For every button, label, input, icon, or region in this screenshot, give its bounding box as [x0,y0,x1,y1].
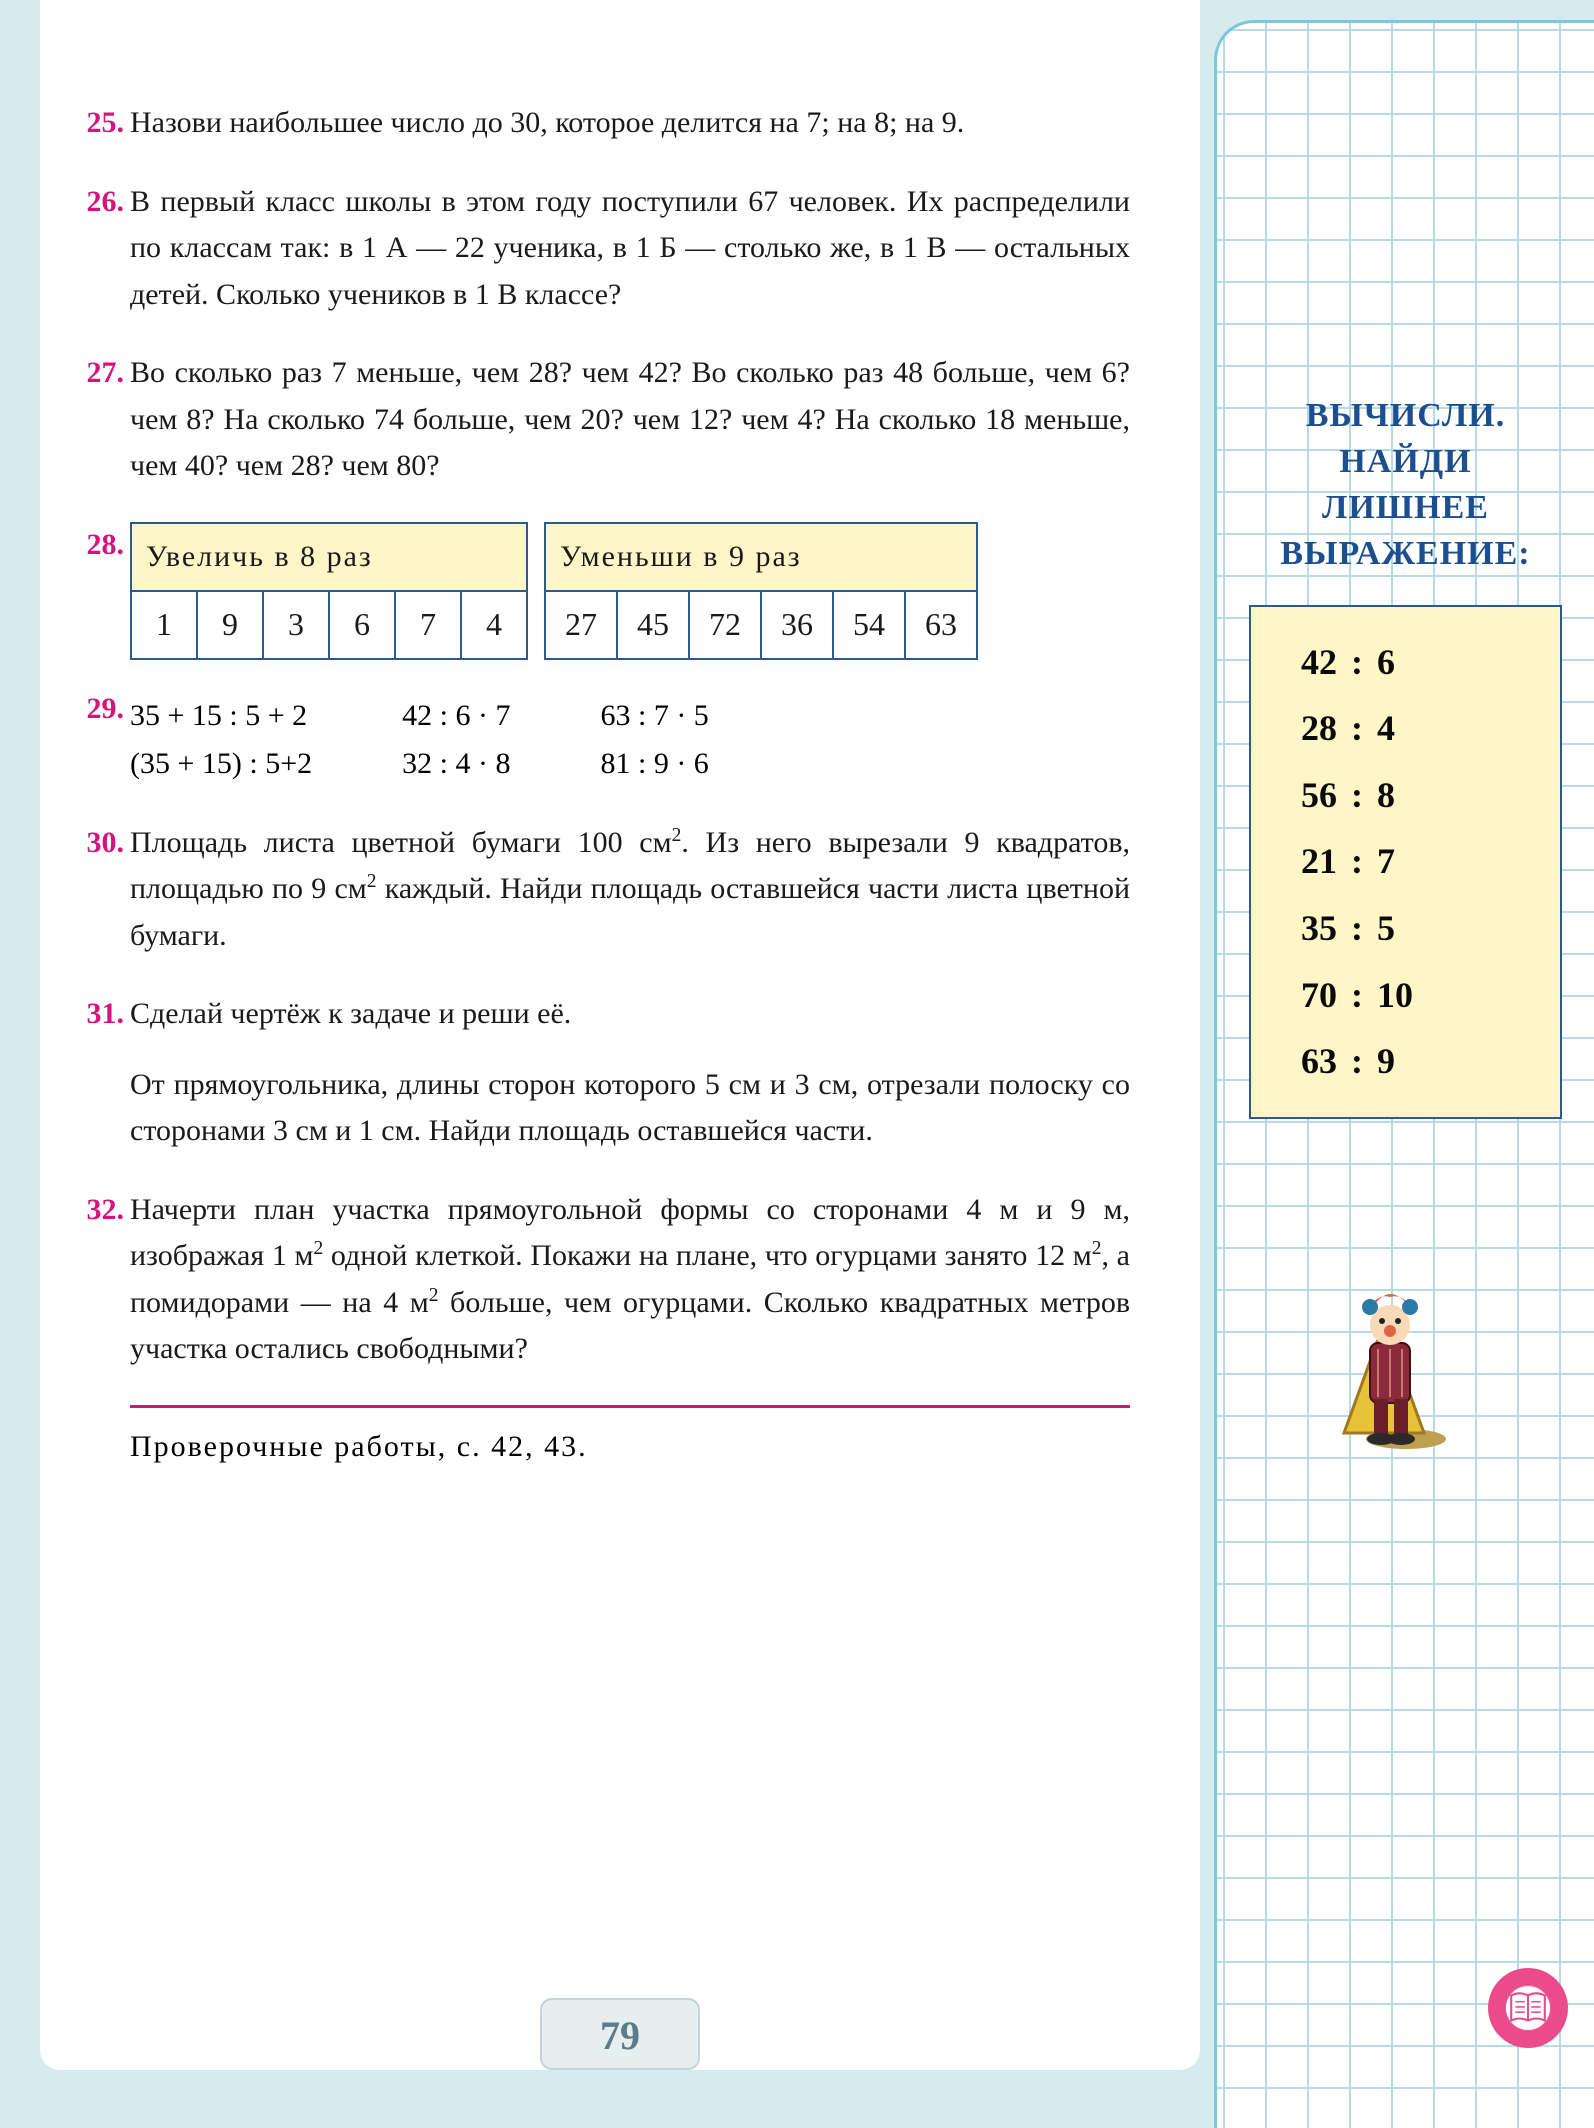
superscript: 2 [672,825,682,846]
text-part: одной клеткой. Покажи на плане, что огур… [323,1239,1092,1272]
expr: 63 : 7 · 5 [600,692,708,740]
calc-col-1: 35 + 15 : 5 + 2 (35 + 15) : 5+2 [130,692,312,788]
colon: : [1351,695,1363,762]
table-cell: 36 [761,591,833,659]
page-content: 25. Назови наибольшее число до 30, котор… [40,0,1200,2070]
table-cell: 9 [197,591,263,659]
problem-26: 26. В первый класс школы в этом году пос… [130,179,1130,319]
calc-col-3: 63 : 7 · 5 81 : 9 · 6 [600,692,708,788]
side-row: 70:10 [1281,962,1530,1029]
colon: : [1351,895,1363,962]
problem-30: 30. Площадь листа цветной бумаги 100 см2… [130,820,1130,960]
sidebar: ВЫЧИСЛИ. НАЙДИ ЛИШНЕЕ ВЫРАЖЕНИЕ: 42:6 28… [1214,20,1594,2128]
title-line: ВЫРАЖЕНИЕ: [1237,531,1574,577]
table-header: Увеличь в 8 раз [131,523,527,592]
operand: 7 [1377,828,1395,895]
problem-number: 32. [68,1187,124,1234]
problem-number: 31. [68,991,124,1038]
operand: 10 [1377,962,1413,1029]
problem-25: 25. Назови наибольшее число до 30, котор… [130,100,1130,147]
book-badge-icon [1488,1968,1568,2048]
problem-28: 28. Увеличь в 8 раз 1 9 3 6 7 4 Уменьши … [130,522,1130,660]
problem-number: 30. [68,820,124,867]
tables-28: Увеличь в 8 раз 1 9 3 6 7 4 Уменьши в 9 … [130,522,1130,660]
operand: 6 [1377,629,1395,696]
operand: 4 [1377,695,1395,762]
operand: 28 [1281,695,1337,762]
operand: 56 [1281,762,1337,829]
problem-number: 29. [68,692,124,726]
sidebar-box: 42:6 28:4 56:8 21:7 35:5 70:10 63:9 [1249,605,1562,1119]
problem-number: 28. [68,522,124,569]
text-part: Площадь листа цветной бумаги 100 см [130,826,672,859]
expr: (35 + 15) : 5+2 [130,740,312,788]
problem-32: 32. Начерти план участка прямоугольной ф… [130,1187,1130,1373]
side-row: 63:9 [1281,1028,1530,1095]
table-header: Уменьши в 9 раз [545,523,977,592]
table-28b: Уменьши в 9 раз 27 45 72 36 54 63 [544,522,978,660]
footer-text: Проверочные работы, с. 42, 43. [130,1430,1130,1464]
expr: 35 + 15 : 5 + 2 [130,692,312,740]
operand: 35 [1281,895,1337,962]
operand: 70 [1281,962,1337,1029]
operand: 21 [1281,828,1337,895]
table-cell: 72 [689,591,761,659]
superscript: 2 [429,1285,439,1306]
side-row: 21:7 [1281,828,1530,895]
operand: 63 [1281,1028,1337,1095]
problem-number: 25. [68,100,124,147]
calc-col-2: 42 : 6 · 7 32 : 4 · 8 [402,692,510,788]
problem-29: 29. 35 + 15 : 5 + 2 (35 + 15) : 5+2 42 :… [130,692,1130,788]
table-cell: 6 [329,591,395,659]
table-cell: 1 [131,591,197,659]
problem-number: 26. [68,179,124,226]
colon: : [1351,828,1363,895]
table-cell: 4 [461,591,527,659]
sidebar-title: ВЫЧИСЛИ. НАЙДИ ЛИШНЕЕ ВЫРАЖЕНИЕ: [1217,393,1594,577]
title-line: НАЙДИ [1237,439,1574,485]
title-line: ЛИШНЕЕ [1237,485,1574,531]
divider [130,1405,1130,1408]
side-row: 56:8 [1281,762,1530,829]
table-cell: 63 [905,591,977,659]
colon: : [1351,962,1363,1029]
problem-text: Во сколько раз 7 меньше, чем 28? чем 42?… [130,356,1130,482]
operand: 42 [1281,629,1337,696]
problem-text: Назови наибольшее число до 30, которое д… [130,106,964,139]
table-28a: Увеличь в 8 раз 1 9 3 6 7 4 [130,522,528,660]
problem-text: Сделай чертёж к задаче и реши её. [130,997,571,1030]
problem-31: 31. Сделай чертёж к задаче и реши её. От… [130,991,1130,1155]
problem-text: В первый класс школы в этом году поступи… [130,185,1130,311]
table-cell: 7 [395,591,461,659]
side-row: 42:6 [1281,629,1530,696]
table-cell: 27 [545,591,617,659]
colon: : [1351,1028,1363,1095]
calc-columns: 35 + 15 : 5 + 2 (35 + 15) : 5+2 42 : 6 ·… [130,692,1130,788]
problem-para: От прямоугольника, длины сторон которого… [130,1062,1130,1155]
superscript: 2 [313,1238,323,1259]
operand: 9 [1377,1028,1395,1095]
expr: 42 : 6 · 7 [402,692,510,740]
table-cell: 45 [617,591,689,659]
side-row: 28:4 [1281,695,1530,762]
problem-27: 27. Во сколько раз 7 меньше, чем 28? чем… [130,350,1130,490]
operand: 8 [1377,762,1395,829]
side-row: 35:5 [1281,895,1530,962]
expr: 32 : 4 · 8 [402,740,510,788]
table-cell: 3 [263,591,329,659]
expr: 81 : 9 · 6 [600,740,708,788]
clown-icon [1314,1263,1454,1453]
table-cell: 54 [833,591,905,659]
superscript: 2 [1092,1238,1102,1259]
title-line: ВЫЧИСЛИ. [1237,393,1574,439]
superscript: 2 [367,871,377,892]
page-number: 79 [540,1998,700,2070]
colon: : [1351,629,1363,696]
colon: : [1351,762,1363,829]
operand: 5 [1377,895,1395,962]
problem-number: 27. [68,350,124,397]
